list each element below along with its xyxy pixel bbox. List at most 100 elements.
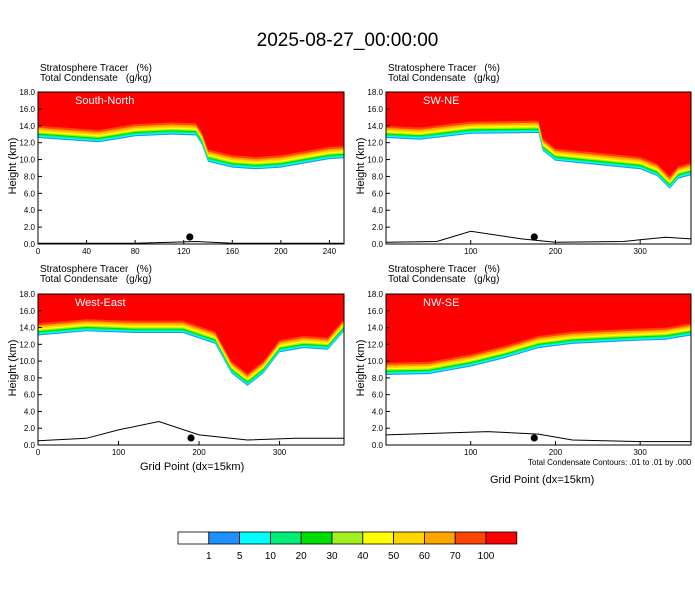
panel-1-header: Stratosphere Tracer (%) Total Condensate (g… — [40, 64, 152, 84]
panel-3-name: West-East — [75, 297, 126, 309]
colorbar-swatch-6 — [362, 531, 394, 545]
colorbar-label: 10 — [265, 551, 277, 562]
panel-3-frame — [37, 293, 345, 446]
colorbar-swatch-2 — [239, 531, 271, 545]
colorbar-label: 5 — [237, 551, 243, 562]
panel-4-unit: (%) — [484, 264, 500, 275]
panel-4-xtitle: Grid Point (dx=15km) — [490, 474, 595, 486]
panel-1-ytick-label: 10.0 — [19, 156, 35, 165]
panel-2-unit2: (g/kg) — [473, 73, 500, 84]
panel-2-unit: (%) — [484, 63, 500, 74]
panel-3-header: Stratosphere Tracer (%) Total Condensate (g… — [40, 265, 152, 285]
panel-1-xtick-label: 80 — [131, 247, 140, 256]
panel-2-ytick-label: 14.0 — [367, 122, 383, 131]
panel-3-ytick-label: 6.0 — [24, 391, 36, 400]
panel-2-ytick-label: 2.0 — [372, 223, 384, 232]
panel-3-ytick-label: 16.0 — [19, 307, 35, 316]
colorbar-swatch-4 — [300, 531, 333, 545]
contour-note: Total Condensate Contours: .01 to .01 by… — [528, 458, 692, 467]
panel-4-frame — [385, 293, 692, 446]
panel-4-unit2: (g/kg) — [473, 274, 500, 285]
colorbar-label: 50 — [388, 551, 400, 562]
panel-2-xtick-label: 100 — [464, 247, 478, 256]
panel-3-location-marker — [187, 434, 195, 442]
panel-2-xtick-label: 200 — [549, 247, 563, 256]
panel-1-xtick-label: 120 — [177, 247, 191, 256]
panel-4-xtick-label: 100 — [464, 448, 478, 457]
panel-2-header: Stratosphere Tracer (%) Total Condensate (g… — [388, 64, 500, 84]
panel-4-ytick-label: 16.0 — [367, 307, 383, 316]
colorbar-label: 100 — [478, 551, 495, 562]
panel-3-xtick-label: 100 — [112, 448, 126, 457]
panel-2-ytick-label: 4.0 — [372, 206, 384, 215]
panel-4-ytick-label: 12.0 — [367, 340, 383, 349]
panel-4-xtick-label: 200 — [549, 448, 563, 457]
panel-3-tracer-band-0 — [38, 294, 344, 374]
panel-1-ytick-label: 4.0 — [24, 206, 36, 215]
panel-4-location-marker — [530, 434, 538, 442]
panel-2-ytick-label: 12.0 — [367, 139, 383, 148]
panel-2-ytick-label: 10.0 — [367, 156, 383, 165]
panel-3-label2: Total Condensate — [40, 274, 118, 285]
panel-1-ytick-label: 14.0 — [19, 122, 35, 131]
panel-2-plot-area — [386, 92, 691, 244]
panel-3-xtick-label: 200 — [192, 448, 206, 457]
colorbar-swatch-0 — [177, 531, 210, 545]
panel-4-ytick-label: 6.0 — [372, 391, 384, 400]
panel-4-ytick-label: 10.0 — [367, 357, 383, 366]
panel-3-terrain-line — [38, 420, 344, 442]
figure-title: 2025-08-27_00:00:00 — [256, 30, 439, 51]
panel-4-ytick-label: 0.0 — [372, 441, 384, 450]
panel-2-frame — [385, 91, 692, 245]
panel-4-plot-area — [386, 294, 691, 445]
panel-1-tracer-band-0 — [38, 92, 344, 157]
panel-4: NW-SE 0.0 2.0 4.0 6.0 8.0 10.0 12.0 14.0 16.0 18.0… — [367, 290, 692, 457]
colorbar-swatch-8 — [423, 531, 456, 545]
panel-1-name: South-North — [75, 95, 134, 107]
panel-3-ytick-label: 14.0 — [19, 324, 35, 333]
panel-2-name: SW-NE — [423, 95, 459, 107]
panel-1-frame — [37, 91, 345, 245]
colorbar-label: 60 — [419, 551, 431, 562]
panel-1-xtick-label: 0 — [36, 247, 41, 256]
panel-1-ytick-label: 0.0 — [24, 240, 36, 249]
colorbar-swatch-9 — [454, 531, 487, 545]
panel-3-xtitle: Grid Point (dx=15km) — [140, 461, 245, 473]
panel-2-ytick-label: 6.0 — [372, 189, 384, 198]
panel-2-label: Stratosphere Tracer — [388, 63, 477, 74]
panel-1-xtick-label: 160 — [226, 247, 240, 256]
colorbar-label: 20 — [296, 551, 308, 562]
panel-3-unit2: (g/kg) — [125, 274, 152, 285]
panel-3-ytick-label: 8.0 — [24, 374, 36, 383]
panel-2-ytick-label: 0.0 — [372, 240, 384, 249]
colorbar-swatch-7 — [393, 531, 425, 545]
colorbar: 1 5 10 20 30 40 50 60 70 100 — [177, 531, 518, 562]
panel-1-label2: Total Condensate — [40, 73, 118, 84]
panel-1-xtick-label: 200 — [274, 247, 288, 256]
panel-4-label: Stratosphere Tracer — [388, 264, 477, 275]
panel-2-tracer-band-0 — [386, 92, 691, 177]
panel-2-ytick-label: 16.0 — [367, 105, 383, 114]
colorbar-swatch-3 — [269, 531, 302, 545]
panel-3-label: Stratosphere Tracer — [40, 264, 129, 275]
colorbar-label: 1 — [206, 551, 212, 562]
panel-2: SW-NE 0.0 2.0 4.0 6.0 8.0 10.0 12.0 14.0 16.0 18.0… — [367, 88, 692, 256]
panel-4-ytick-label: 18.0 — [367, 290, 383, 299]
colorbar-swatch-10 — [485, 531, 518, 545]
panel-2-xtick-label: 300 — [633, 247, 647, 256]
panel-1-ytick-label: 18.0 — [19, 88, 35, 97]
panel-2-ytick-label: 8.0 — [372, 172, 384, 181]
panel-4-name: NW-SE — [423, 297, 459, 309]
panel-1-plot-area — [38, 92, 344, 244]
panel-4-xtick-label: 300 — [633, 448, 647, 457]
panel-3-ytick-label: 0.0 — [24, 441, 36, 450]
panel-1-unit: (%) — [136, 63, 152, 74]
panel-1-ytick-label: 2.0 — [24, 223, 36, 232]
panel-3-ytick-label: 4.0 — [24, 407, 36, 416]
panel-4-ytick-label: 14.0 — [367, 324, 383, 333]
panel-2-ytick-label: 18.0 — [367, 88, 383, 97]
panel-4-label2: Total Condensate — [388, 274, 466, 285]
colorbar-swatch-1 — [208, 531, 241, 545]
colorbar-label: 30 — [326, 551, 338, 562]
